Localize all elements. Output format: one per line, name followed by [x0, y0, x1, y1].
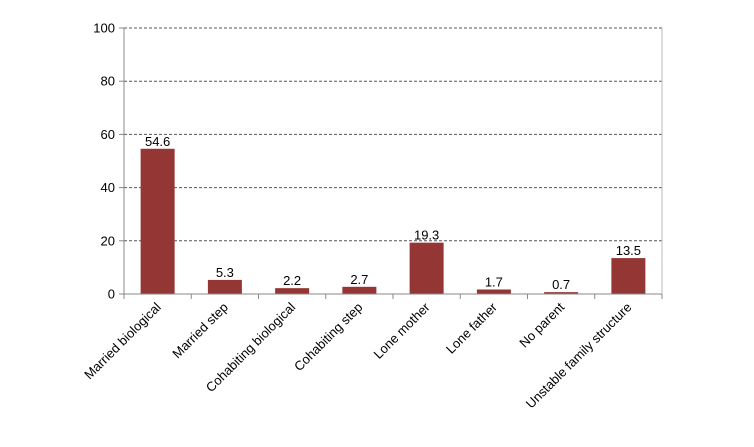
y-tick-label: 60 [101, 127, 115, 142]
y-tick-label: 100 [93, 21, 115, 36]
data-label: 19.3 [414, 228, 439, 243]
data-label: 0.7 [552, 277, 570, 292]
data-label: 2.2 [283, 273, 301, 288]
y-tick-label: 80 [101, 74, 115, 89]
bars [140, 148, 646, 294]
axes [119, 27, 663, 299]
data-label: 5.3 [216, 265, 234, 280]
x-tick-label: Married step [169, 300, 231, 362]
data-label: 2.7 [350, 272, 368, 287]
data-label: 1.7 [485, 274, 503, 289]
x-tick-label: No parent [516, 299, 567, 350]
data-label: 13.5 [616, 243, 641, 258]
bar [476, 289, 511, 294]
x-tick-label: Lone father [443, 299, 501, 357]
bar [611, 258, 646, 294]
bar [342, 286, 377, 294]
gridlines [124, 27, 662, 242]
bar [207, 279, 242, 294]
data-label: 54.6 [145, 134, 170, 149]
y-tick-label: 0 [108, 287, 115, 302]
data-labels: 54.6 5.3 2.2 2.7 19.3 1.7 0.7 13.5 [145, 134, 641, 292]
y-tick-label: 20 [101, 233, 115, 248]
x-tick-label: Lone mother [371, 299, 434, 362]
y-tick-label: 40 [101, 180, 115, 195]
x-axis-labels: Married biological Married step Cohabiting… [81, 299, 634, 411]
bar [275, 288, 310, 294]
x-tick-label: Cohabiting step [291, 300, 365, 374]
bar [544, 292, 579, 294]
y-axis-ticks: 0 20 40 60 80 100 [93, 21, 115, 302]
x-tick-label: Married biological [81, 299, 164, 382]
bar [409, 242, 444, 294]
bar [140, 148, 175, 294]
